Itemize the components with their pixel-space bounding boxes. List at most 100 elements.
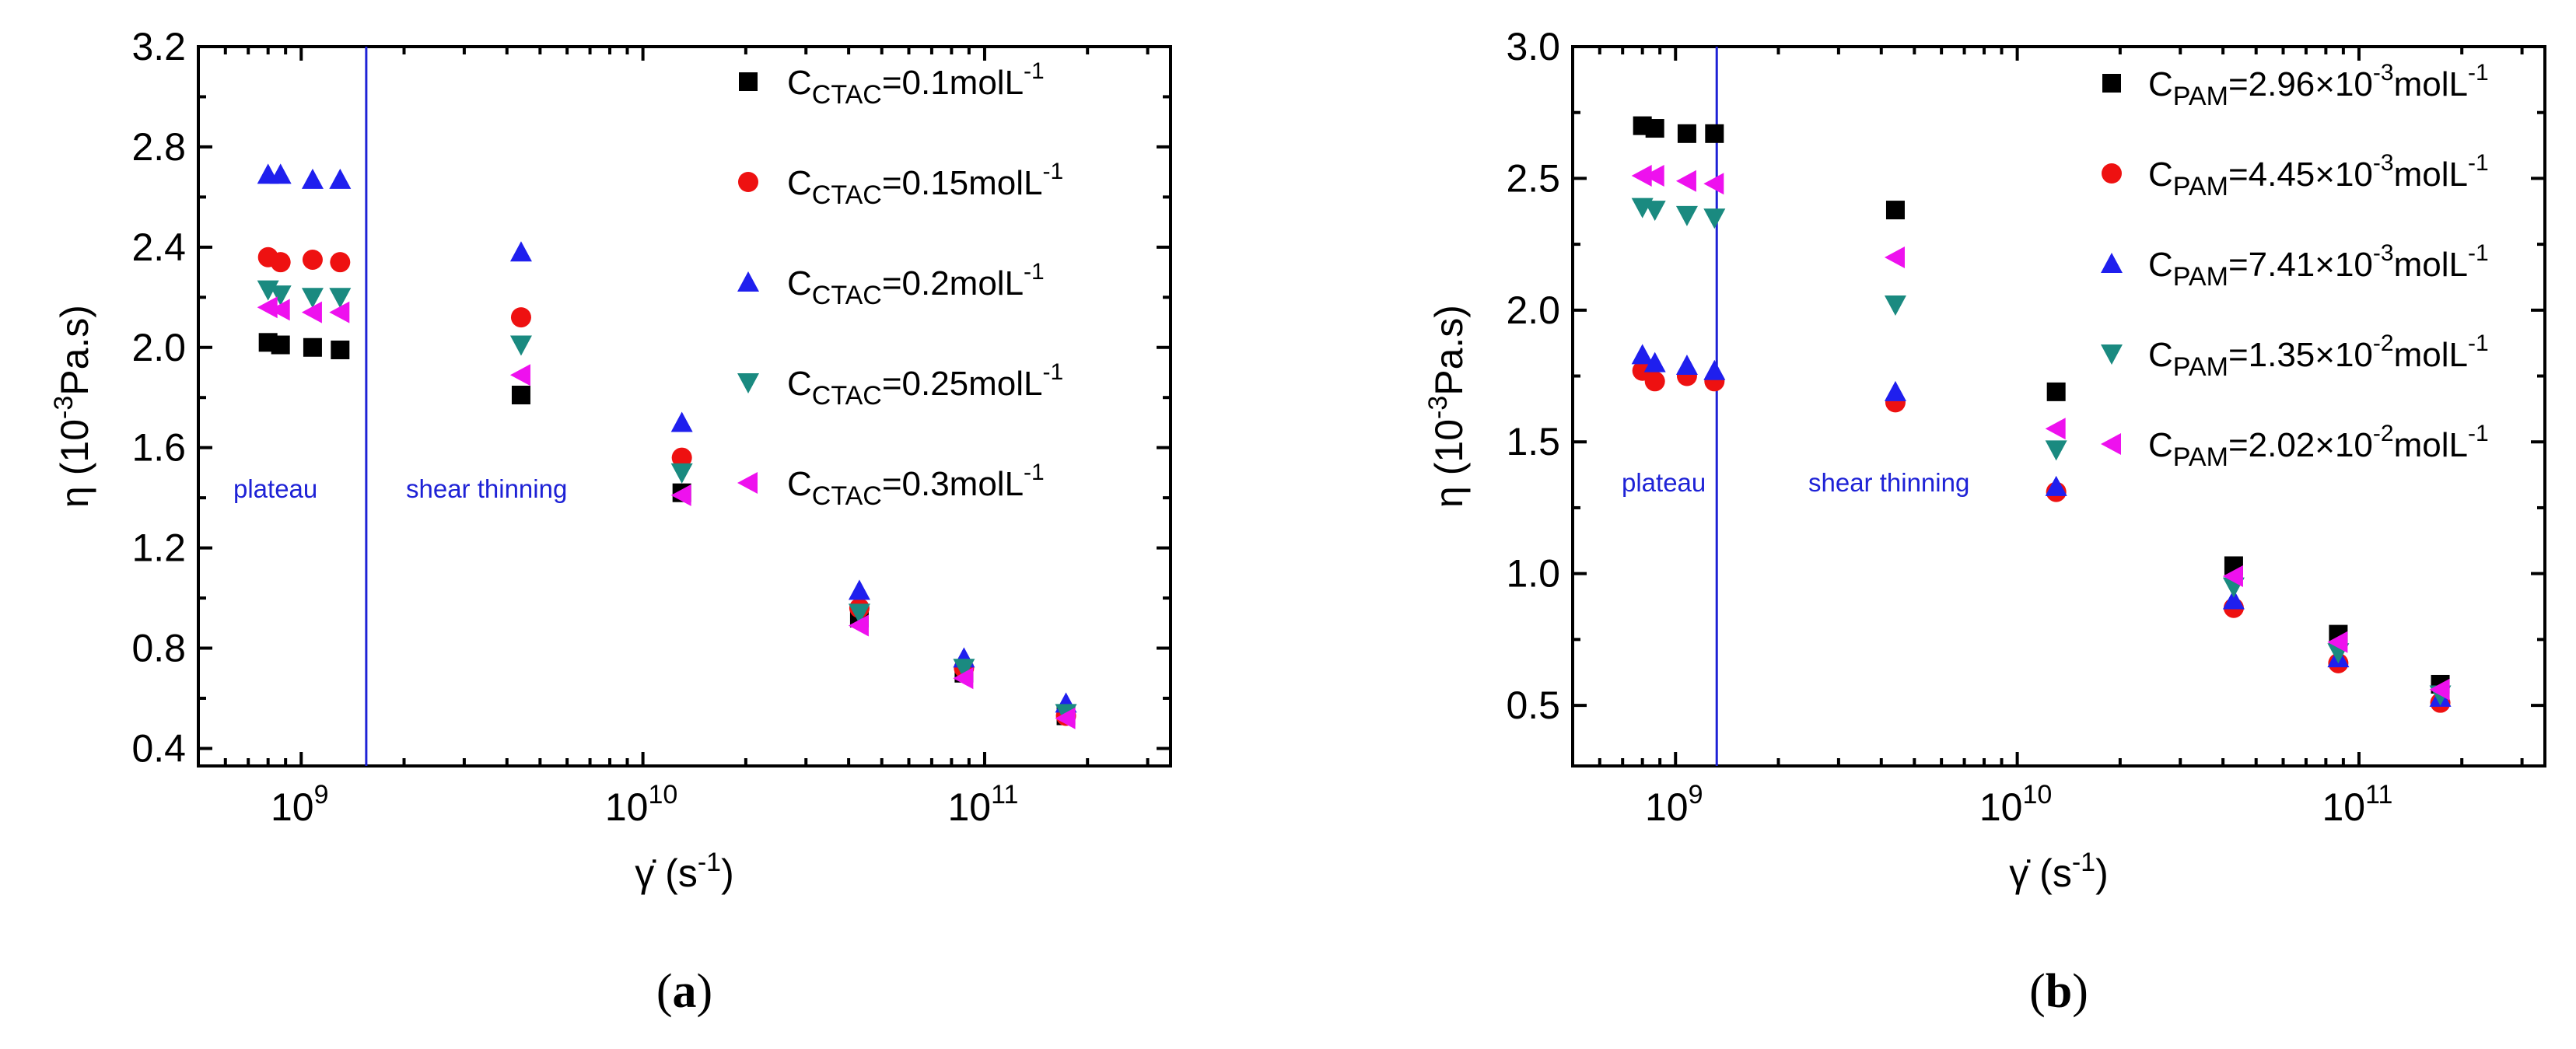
legend-superscript: -1 bbox=[1024, 460, 1045, 485]
legend-text-main: =0.15molL bbox=[882, 164, 1043, 202]
legend-entry: CCTAC=0.3molL-1 bbox=[787, 460, 1045, 511]
series-3 bbox=[257, 163, 1077, 713]
data-point bbox=[1644, 371, 1665, 392]
legend-superscript: -1 bbox=[1043, 359, 1064, 385]
y-tick-label: 2.0 bbox=[131, 326, 186, 369]
caption-open-paren: ( bbox=[656, 965, 673, 1018]
data-point bbox=[302, 249, 323, 270]
y-axis-title-superscript: -3 bbox=[49, 396, 79, 419]
data-point bbox=[2045, 475, 2067, 496]
caption-letter: a bbox=[673, 965, 697, 1018]
legend-superscript: -3 bbox=[2373, 150, 2394, 176]
legend-text-main: =4.45×10 bbox=[2228, 156, 2373, 194]
series-3 bbox=[1631, 344, 2452, 707]
y-tick-label: 2.4 bbox=[131, 226, 186, 269]
y-tick-label: 0.4 bbox=[131, 726, 186, 770]
legend-entry: CCTAC=0.25molL-1 bbox=[787, 359, 1063, 411]
x-tick-base: 10 bbox=[1645, 785, 1689, 829]
legend-prefix: C bbox=[787, 465, 812, 503]
y-tick-label: 3.0 bbox=[1506, 25, 1560, 68]
data-point bbox=[329, 301, 350, 323]
x-tick-label: 1011 bbox=[948, 780, 1019, 829]
data-point bbox=[509, 335, 532, 356]
x-axis-title-main: γ̇ (s bbox=[2009, 851, 2072, 895]
data-point bbox=[269, 299, 290, 321]
x-axis-title-unit: ) bbox=[721, 851, 734, 895]
y-tick-label: 1.6 bbox=[131, 426, 186, 470]
data-point bbox=[670, 484, 691, 506]
data-point bbox=[270, 252, 291, 273]
legend-entry: CPAM=1.35×10-2molL-1 bbox=[2148, 330, 2489, 382]
legend-marker bbox=[737, 271, 759, 292]
legend-unit-superscript: -1 bbox=[2468, 240, 2489, 266]
x-tick-base: 10 bbox=[2322, 785, 2366, 829]
legend-subscript: PAM bbox=[2173, 262, 2228, 292]
x-tick-base: 10 bbox=[605, 785, 649, 829]
legend-marker bbox=[2102, 74, 2121, 93]
caption-letter: b bbox=[2046, 965, 2072, 1018]
legend-subscript: CTAC bbox=[812, 381, 882, 411]
legend-subscript: CTAC bbox=[812, 80, 882, 110]
x-tick-label: 109 bbox=[1645, 780, 1703, 829]
data-point bbox=[1677, 124, 1696, 143]
data-point bbox=[329, 168, 352, 189]
data-point bbox=[1643, 201, 1666, 222]
legend-marker bbox=[2101, 433, 2121, 455]
data-point bbox=[1705, 124, 1724, 143]
legend-marker bbox=[738, 172, 758, 192]
x-tick-base: 10 bbox=[948, 785, 992, 829]
data-point bbox=[510, 307, 531, 328]
panel-caption: (a) bbox=[656, 965, 712, 1018]
data-point bbox=[1675, 170, 1696, 192]
series-2 bbox=[1632, 360, 2451, 713]
x-tick-label: 109 bbox=[271, 780, 329, 829]
data-point bbox=[1643, 351, 1666, 372]
data-point bbox=[1631, 165, 1652, 187]
legend-marker bbox=[737, 373, 759, 393]
legend-unit-superscript: -1 bbox=[2468, 330, 2489, 356]
series-4 bbox=[257, 280, 1077, 725]
data-point bbox=[671, 447, 692, 468]
data-point bbox=[1631, 344, 1654, 365]
x-axis-title: γ̇ (s-1) bbox=[635, 848, 733, 895]
legend-text-main: =2.02×10 bbox=[2228, 426, 2373, 464]
legend-superscript: -1 bbox=[1024, 259, 1045, 285]
legend-entry: CCTAC=0.2molL-1 bbox=[787, 259, 1045, 310]
series-1 bbox=[1633, 116, 2450, 694]
data-point bbox=[2046, 382, 2066, 401]
legend-superscript: -3 bbox=[2373, 240, 2394, 266]
panel-caption: (b) bbox=[2029, 965, 2088, 1018]
data-point bbox=[331, 340, 350, 359]
legend-unit: molL bbox=[2394, 65, 2468, 103]
data-point bbox=[1885, 201, 1905, 220]
legend-prefix: C bbox=[2148, 65, 2173, 103]
data-point bbox=[330, 252, 351, 273]
data-point bbox=[1643, 165, 1664, 187]
x-tick-label: 1010 bbox=[1979, 780, 2052, 829]
data-point bbox=[2222, 589, 2245, 610]
plot-frame bbox=[1571, 45, 2546, 768]
legend-unit: molL bbox=[2394, 156, 2468, 194]
legend-prefix: C bbox=[787, 64, 812, 102]
legend-text-main: =1.35×10 bbox=[2228, 336, 2373, 374]
caption-open-paren: ( bbox=[2029, 965, 2046, 1018]
x-tick-exponent: 10 bbox=[2023, 780, 2053, 809]
legend-prefix: C bbox=[2148, 426, 2173, 464]
data-point bbox=[1645, 119, 1664, 138]
legend-entry: CCTAC=0.1molL-1 bbox=[787, 58, 1045, 110]
y-tick-label: 1.0 bbox=[1506, 552, 1560, 596]
data-point bbox=[1703, 359, 1726, 380]
region-label-shear-thinning: shear thinning bbox=[406, 474, 567, 503]
x-axis-title-superscript: -1 bbox=[2072, 848, 2095, 877]
y-tick-label: 2.0 bbox=[1506, 288, 1560, 332]
data-point bbox=[301, 301, 322, 323]
y-tick-label: 2.8 bbox=[131, 125, 186, 169]
legend-unit-superscript: -1 bbox=[2468, 150, 2489, 176]
legend-text-main: =2.96×10 bbox=[2228, 65, 2373, 103]
data-point bbox=[1703, 173, 1724, 195]
region-label-shear-thinning: shear thinning bbox=[1808, 468, 1969, 497]
data-point bbox=[269, 163, 292, 184]
y-axis-title: η (10-3Pa.s) bbox=[1423, 305, 1471, 508]
legend-text-main: =7.41×10 bbox=[2228, 246, 2373, 284]
legend-text-main: =0.1molL bbox=[882, 64, 1024, 102]
